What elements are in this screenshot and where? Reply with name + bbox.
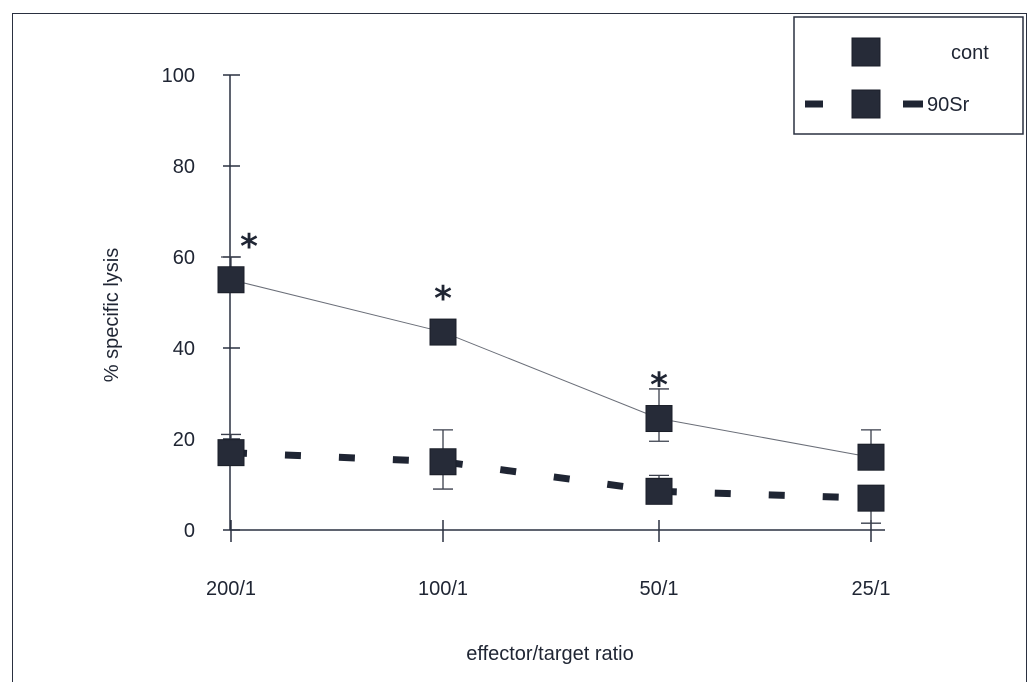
legend-item-1: cont: [851, 37, 989, 67]
data-point: [217, 439, 245, 467]
data-point: [857, 484, 885, 512]
annotation-layer: * * *: [240, 227, 668, 406]
legend-label: cont: [951, 42, 989, 64]
y-tick-label: 40: [173, 338, 195, 360]
y-tick-label: 80: [173, 156, 195, 178]
data-point: [429, 318, 457, 346]
series-layer: [217, 256, 885, 524]
data-point: [429, 448, 457, 476]
y-axis-label: % specific lysis: [101, 248, 123, 382]
x-tick-label: 25/1: [852, 578, 891, 600]
axes: 0 20 40 60 80 100 200/1 100/1 50/1 25/1: [162, 65, 891, 600]
legend: cont 90Sr: [793, 16, 1024, 135]
series-line: [230, 279, 872, 458]
data-point: [645, 477, 673, 505]
data-point: [645, 405, 673, 433]
data-point: [857, 443, 885, 471]
y-tick-label: 0: [184, 520, 195, 542]
x-tick-label: 50/1: [640, 578, 679, 600]
legend-marker: [851, 37, 881, 67]
legend-label: 90Sr: [927, 94, 970, 116]
legend-box: [793, 16, 1024, 135]
legend-items: cont 90Sr: [805, 37, 989, 119]
significance-marker: *: [434, 279, 452, 319]
significance-marker: *: [240, 227, 258, 267]
series-2: [217, 429, 885, 524]
series-1: [217, 256, 885, 471]
x-tick-label: 100/1: [418, 578, 468, 600]
x-tick-label: 200/1: [206, 578, 256, 600]
y-tick-label: 20: [173, 429, 195, 451]
y-tick-label: 100: [162, 65, 195, 87]
y-tick-label: 60: [173, 247, 195, 269]
legend-marker: [851, 89, 881, 119]
x-axis-label: effector/target ratio: [466, 643, 634, 665]
data-point: [217, 266, 245, 294]
significance-marker: *: [650, 366, 668, 406]
series-line: [230, 449, 872, 502]
legend-item-2: 90Sr: [805, 89, 970, 119]
